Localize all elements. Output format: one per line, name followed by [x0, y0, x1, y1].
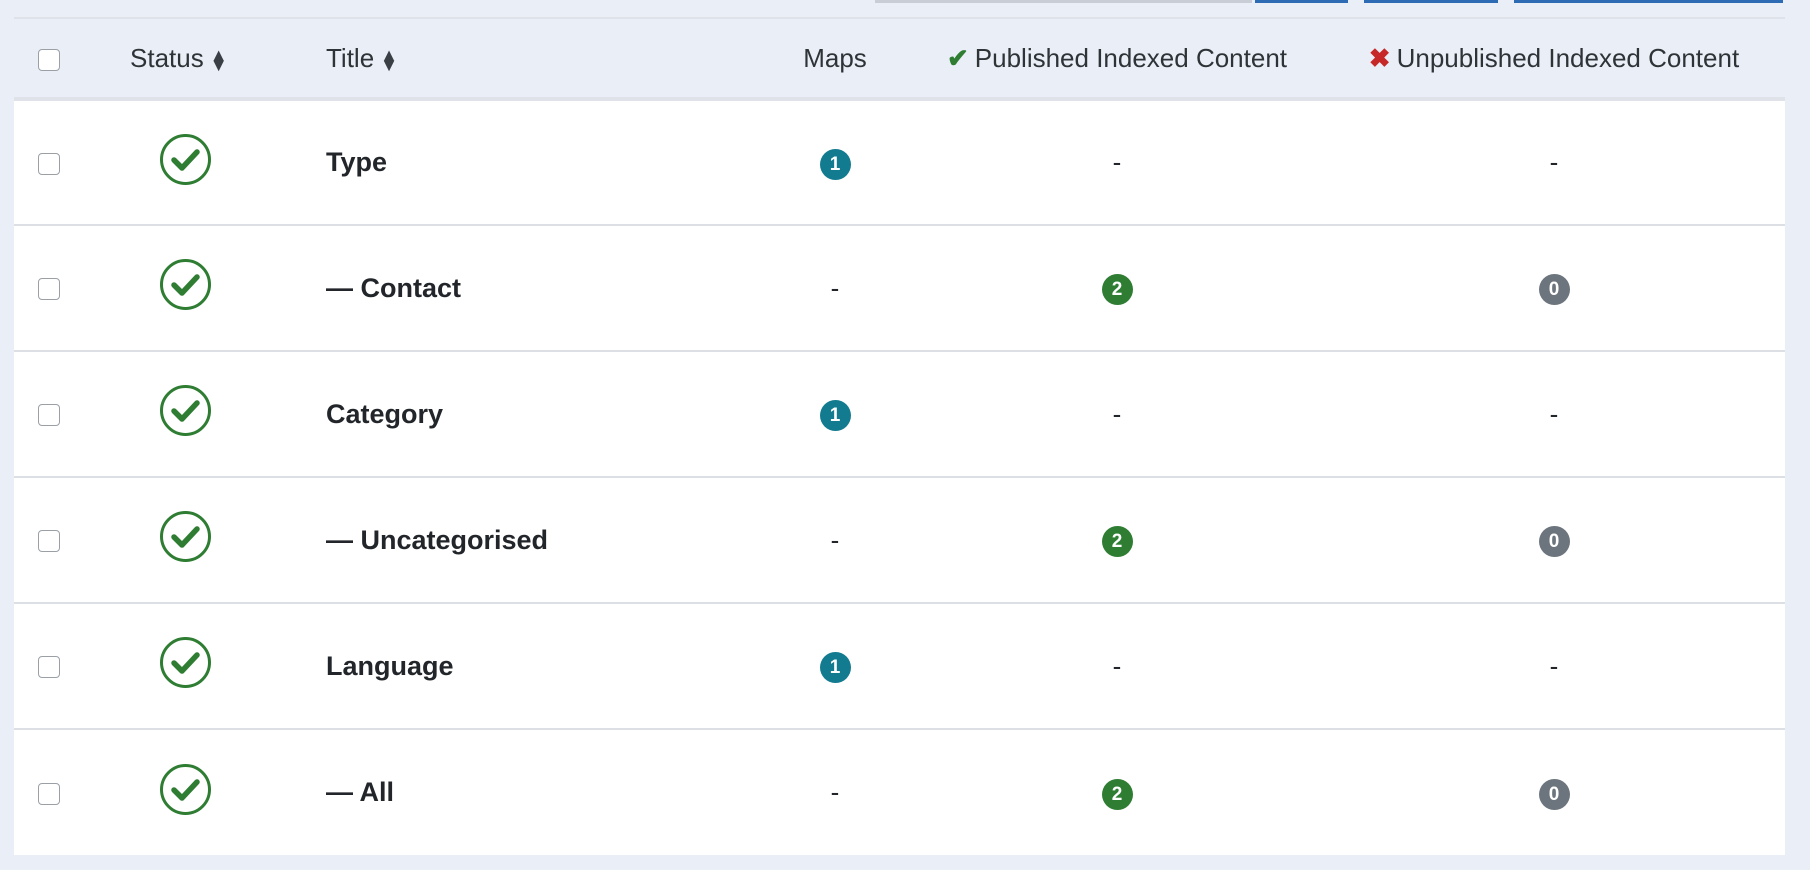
published-status-icon[interactable]: [159, 763, 212, 822]
row-title-link[interactable]: Category: [326, 398, 444, 429]
sort-icon: ▲ ▼: [209, 44, 228, 75]
table-row: — Contact - 2 0: [14, 225, 1785, 351]
row-checkbox[interactable]: [38, 530, 60, 553]
published-status-icon[interactable]: [159, 385, 212, 443]
table-row: Category 1 - -: [14, 351, 1785, 477]
table-row: — Uncategorised - 2 0: [14, 477, 1785, 603]
toolbar-search-field[interactable]: [875, 0, 1252, 3]
toolbar-button[interactable]: [1255, 0, 1348, 3]
unpublished-empty: -: [1549, 650, 1559, 681]
published-label: Published Indexed Content: [974, 42, 1288, 73]
title-label: Title: [326, 42, 375, 73]
unpublished-empty: -: [1549, 147, 1559, 177]
published-header: ✔ Published Indexed Content: [911, 19, 1323, 101]
row-title-link[interactable]: — Uncategorised: [326, 524, 549, 555]
row-checkbox[interactable]: [38, 782, 60, 805]
unpublished-count-badge: 0: [1538, 526, 1570, 557]
sort-icon: ▲ ▼: [380, 44, 398, 75]
published-empty: -: [1112, 147, 1122, 177]
maps-empty: -: [830, 272, 840, 303]
table-row: Type 1 - -: [14, 99, 1785, 225]
sort-title-header[interactable]: Title ▲ ▼: [325, 19, 759, 101]
row-checkbox[interactable]: [38, 278, 60, 301]
maps-table: Status ▲ ▼ Title ▲ ▼ Maps ✔ Published Indexed…: [14, 19, 1785, 855]
maps-count-badge: 1: [819, 148, 851, 180]
check-icon: ✔: [946, 42, 969, 73]
published-count-badge: 2: [1101, 526, 1133, 557]
published-count-badge: 2: [1101, 778, 1133, 810]
published-status-icon[interactable]: [159, 133, 212, 192]
published-empty: -: [1112, 650, 1122, 681]
toolbar-button[interactable]: [1514, 0, 1783, 3]
row-title-link[interactable]: Type: [326, 147, 388, 177]
row-checkbox[interactable]: [38, 152, 60, 175]
row-checkbox[interactable]: [38, 656, 60, 679]
sort-status-header[interactable]: Status ▲ ▼: [84, 19, 325, 101]
row-title-link[interactable]: — All: [326, 777, 395, 807]
row-title-link[interactable]: Language: [326, 650, 454, 681]
published-empty: -: [1112, 398, 1122, 429]
maps-count-badge: 1: [819, 400, 851, 431]
table-row: Language 1 - -: [14, 603, 1785, 729]
maps-count-badge: 1: [819, 652, 851, 683]
unpublished-empty: -: [1549, 398, 1559, 429]
unpublished-count-badge: 0: [1538, 274, 1570, 305]
unpublished-count-badge: 0: [1538, 778, 1570, 810]
maps-header: Maps: [759, 19, 911, 101]
published-count-badge: 2: [1101, 274, 1133, 305]
published-status-icon[interactable]: [159, 511, 212, 569]
table-header-row: Status ▲ ▼ Title ▲ ▼ Maps ✔ Published Indexed…: [14, 19, 1785, 101]
maps-empty: -: [830, 777, 840, 807]
divider: [14, 17, 1785, 19]
x-icon: ✖: [1368, 42, 1391, 73]
maps-empty: -: [830, 524, 840, 555]
toolbar-button[interactable]: [1364, 0, 1498, 3]
published-status-icon[interactable]: [159, 259, 212, 317]
table-row: — All - 2 0: [14, 729, 1785, 855]
published-status-icon[interactable]: [159, 637, 212, 695]
unpublished-header: ✖ Unpublished Indexed Content: [1323, 19, 1785, 101]
unpublished-label: Unpublished Indexed Content: [1396, 42, 1740, 73]
row-checkbox[interactable]: [38, 404, 60, 427]
status-label: Status: [130, 42, 204, 73]
select-all-checkbox[interactable]: [38, 48, 60, 71]
row-title-link[interactable]: — Contact: [326, 272, 461, 303]
